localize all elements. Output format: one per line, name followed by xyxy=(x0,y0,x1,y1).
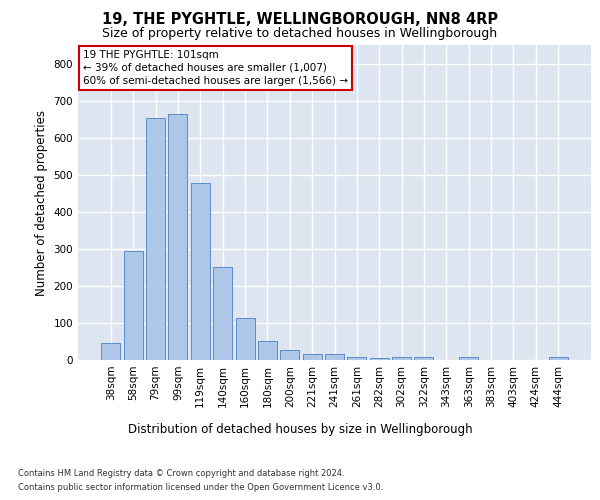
Text: 19 THE PYGHTLE: 101sqm
← 39% of detached houses are smaller (1,007)
60% of semi-: 19 THE PYGHTLE: 101sqm ← 39% of detached… xyxy=(83,50,348,86)
Bar xyxy=(258,342,277,360)
Text: Contains public sector information licensed under the Open Government Licence v3: Contains public sector information licen… xyxy=(18,484,383,492)
Y-axis label: Number of detached properties: Number of detached properties xyxy=(35,110,48,296)
Bar xyxy=(415,357,433,360)
Text: Distribution of detached houses by size in Wellingborough: Distribution of detached houses by size … xyxy=(128,422,472,436)
Bar xyxy=(146,118,165,360)
Bar xyxy=(169,114,187,360)
Bar xyxy=(370,358,389,360)
Bar xyxy=(459,357,478,360)
Bar xyxy=(280,350,299,360)
Bar xyxy=(213,266,232,360)
Text: Size of property relative to detached houses in Wellingborough: Size of property relative to detached ho… xyxy=(103,28,497,40)
Text: Contains HM Land Registry data © Crown copyright and database right 2024.: Contains HM Land Registry data © Crown c… xyxy=(18,468,344,477)
Bar xyxy=(191,183,210,360)
Bar xyxy=(124,252,143,360)
Bar xyxy=(236,318,254,360)
Bar xyxy=(101,344,121,360)
Bar xyxy=(392,357,411,360)
Bar xyxy=(548,357,568,360)
Text: 19, THE PYGHTLE, WELLINGBOROUGH, NN8 4RP: 19, THE PYGHTLE, WELLINGBOROUGH, NN8 4RP xyxy=(102,12,498,28)
Bar xyxy=(325,354,344,360)
Bar xyxy=(347,358,367,360)
Bar xyxy=(302,354,322,360)
